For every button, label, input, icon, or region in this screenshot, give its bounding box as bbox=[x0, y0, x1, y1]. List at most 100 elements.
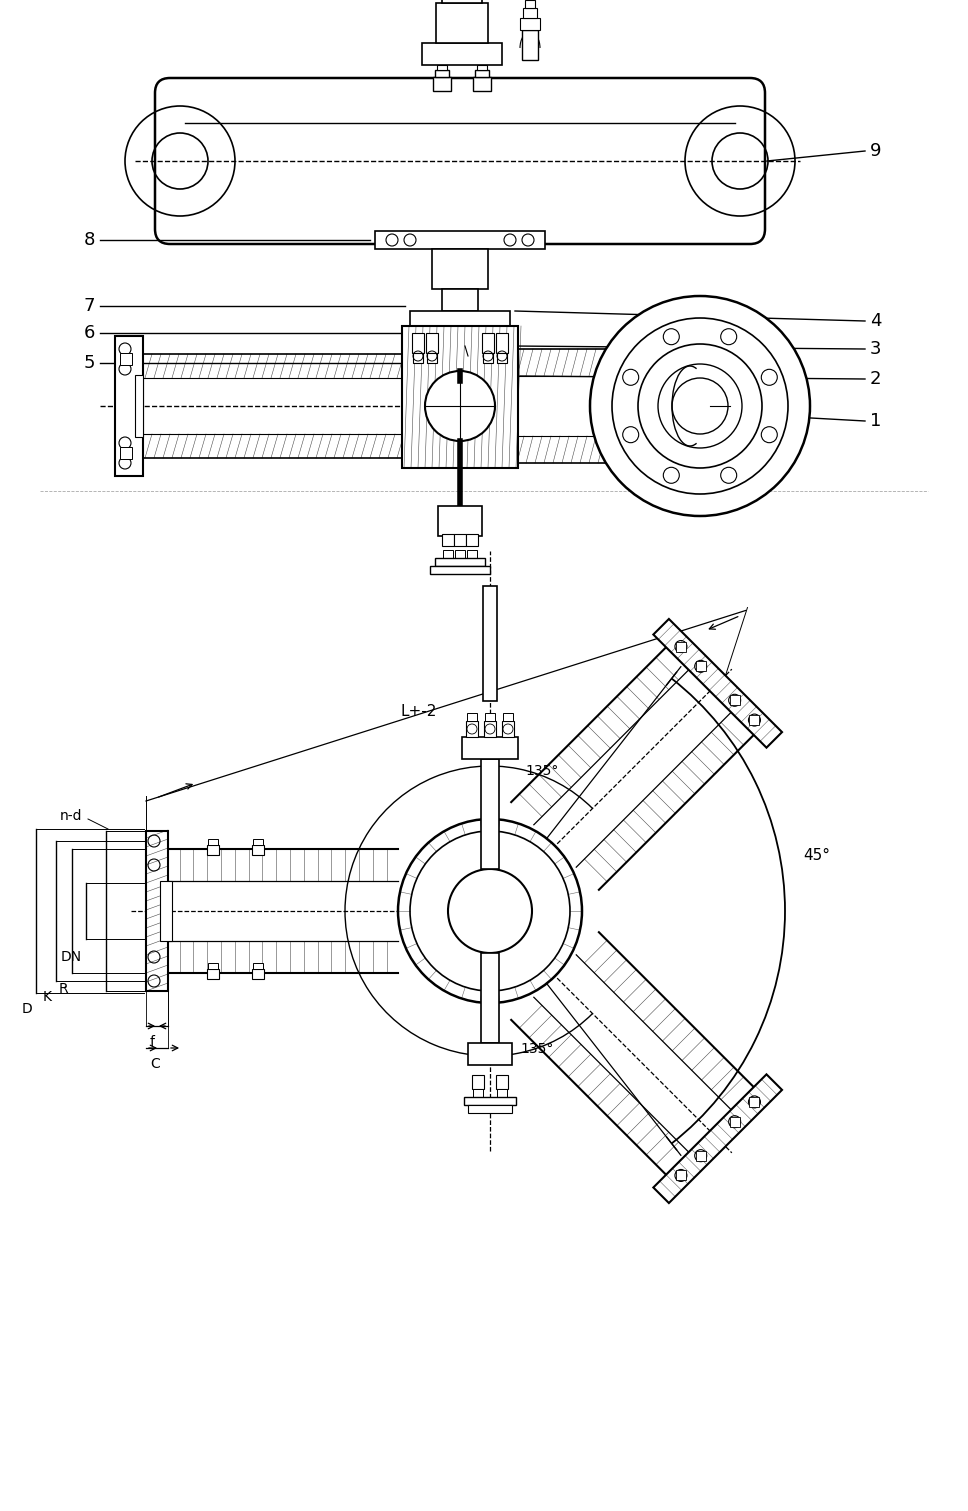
Text: 45°: 45° bbox=[803, 849, 830, 863]
Bar bbox=[496, 1074, 508, 1089]
Text: C: C bbox=[150, 1058, 160, 1071]
Bar bbox=[208, 963, 218, 969]
Text: 9: 9 bbox=[870, 142, 882, 160]
Bar bbox=[730, 1117, 740, 1127]
Bar bbox=[433, 77, 451, 91]
FancyBboxPatch shape bbox=[155, 79, 765, 243]
Bar bbox=[475, 70, 489, 77]
Bar bbox=[676, 1171, 686, 1180]
Bar bbox=[135, 375, 143, 437]
Bar bbox=[472, 1074, 484, 1089]
Bar bbox=[413, 354, 423, 363]
Bar bbox=[525, 0, 535, 8]
Bar bbox=[515, 349, 630, 462]
Bar bbox=[520, 18, 540, 30]
Text: R: R bbox=[58, 982, 68, 996]
Bar bbox=[454, 533, 466, 545]
Bar bbox=[468, 1043, 512, 1065]
Bar bbox=[484, 721, 496, 737]
Circle shape bbox=[658, 364, 742, 447]
Text: 3: 3 bbox=[870, 340, 882, 358]
Circle shape bbox=[612, 317, 788, 494]
Bar bbox=[437, 65, 447, 70]
Bar bbox=[455, 550, 465, 558]
Bar bbox=[468, 1105, 512, 1114]
Bar bbox=[676, 642, 686, 651]
Bar bbox=[473, 77, 491, 91]
Bar bbox=[422, 42, 502, 65]
Bar bbox=[466, 721, 478, 737]
Text: 1: 1 bbox=[870, 413, 882, 431]
Text: f: f bbox=[150, 1035, 155, 1049]
Bar bbox=[749, 715, 760, 725]
Bar bbox=[749, 1097, 760, 1108]
Bar bbox=[503, 713, 513, 721]
Bar bbox=[443, 550, 453, 558]
Bar bbox=[207, 969, 219, 979]
Bar bbox=[435, 70, 449, 77]
Bar bbox=[120, 354, 132, 366]
Bar bbox=[730, 695, 740, 706]
Circle shape bbox=[638, 345, 762, 468]
Bar bbox=[410, 311, 510, 326]
Bar bbox=[462, 737, 518, 759]
Bar bbox=[430, 567, 490, 574]
Bar bbox=[432, 249, 488, 289]
Text: L+-2: L+-2 bbox=[400, 704, 437, 719]
Text: K: K bbox=[43, 990, 52, 1003]
Text: n-d: n-d bbox=[60, 808, 82, 823]
Bar bbox=[412, 332, 424, 354]
Bar bbox=[427, 354, 437, 363]
Bar bbox=[208, 839, 218, 845]
Text: 135°: 135° bbox=[525, 765, 559, 778]
Text: 6: 6 bbox=[83, 323, 95, 341]
Polygon shape bbox=[653, 1074, 782, 1203]
Bar bbox=[497, 354, 507, 363]
Bar bbox=[442, 533, 454, 545]
Bar bbox=[496, 332, 508, 354]
Text: D: D bbox=[21, 1002, 32, 1015]
Circle shape bbox=[425, 372, 495, 441]
Bar bbox=[146, 831, 168, 991]
Bar bbox=[207, 845, 219, 855]
Bar bbox=[143, 354, 405, 458]
Bar bbox=[523, 8, 537, 18]
Bar bbox=[252, 969, 264, 979]
Bar bbox=[467, 713, 477, 721]
Bar bbox=[160, 881, 172, 941]
Bar bbox=[481, 953, 499, 1043]
Circle shape bbox=[410, 831, 570, 991]
Text: 8: 8 bbox=[83, 231, 95, 249]
Bar bbox=[466, 533, 478, 545]
Bar bbox=[402, 326, 518, 468]
Bar bbox=[442, 289, 478, 311]
Bar bbox=[375, 231, 545, 249]
Bar bbox=[438, 506, 482, 536]
Bar bbox=[442, 0, 482, 3]
Bar bbox=[522, 30, 538, 60]
Bar bbox=[253, 963, 263, 969]
Text: DN: DN bbox=[61, 950, 82, 964]
Bar bbox=[481, 759, 499, 869]
Bar bbox=[477, 65, 487, 70]
Bar bbox=[115, 335, 143, 476]
Polygon shape bbox=[653, 620, 782, 748]
Bar bbox=[435, 558, 485, 567]
Bar bbox=[482, 332, 494, 354]
Circle shape bbox=[448, 869, 532, 953]
Circle shape bbox=[398, 819, 582, 1003]
Text: 5: 5 bbox=[83, 354, 95, 372]
Circle shape bbox=[672, 378, 728, 434]
Bar bbox=[483, 586, 497, 701]
Bar bbox=[464, 1097, 516, 1105]
Bar bbox=[426, 332, 438, 354]
Bar bbox=[502, 721, 514, 737]
Bar bbox=[253, 839, 263, 845]
Bar bbox=[497, 1089, 507, 1097]
Bar bbox=[473, 1089, 483, 1097]
Text: 135°: 135° bbox=[520, 1043, 554, 1056]
Text: 2: 2 bbox=[870, 370, 882, 388]
Bar bbox=[485, 713, 495, 721]
Bar bbox=[120, 447, 132, 459]
Text: 7: 7 bbox=[83, 298, 95, 314]
